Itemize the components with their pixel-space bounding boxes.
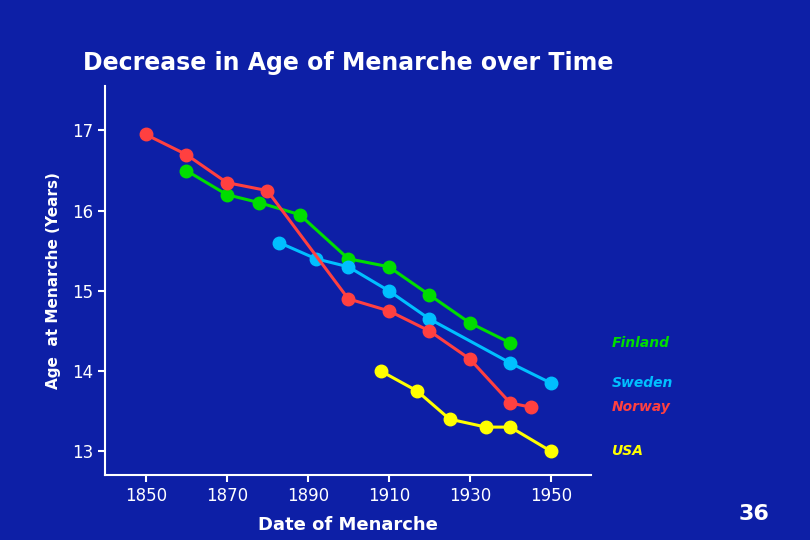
Text: 36: 36 — [739, 504, 770, 524]
Title: Decrease in Age of Menarche over Time: Decrease in Age of Menarche over Time — [83, 51, 613, 75]
Text: Finland: Finland — [612, 336, 670, 350]
Text: Norway: Norway — [612, 400, 671, 414]
Text: USA: USA — [612, 444, 644, 458]
Text: Sweden: Sweden — [612, 376, 673, 390]
Y-axis label: Age  at Menarche (Years): Age at Menarche (Years) — [46, 172, 61, 389]
X-axis label: Date of Menarche: Date of Menarche — [258, 516, 438, 534]
